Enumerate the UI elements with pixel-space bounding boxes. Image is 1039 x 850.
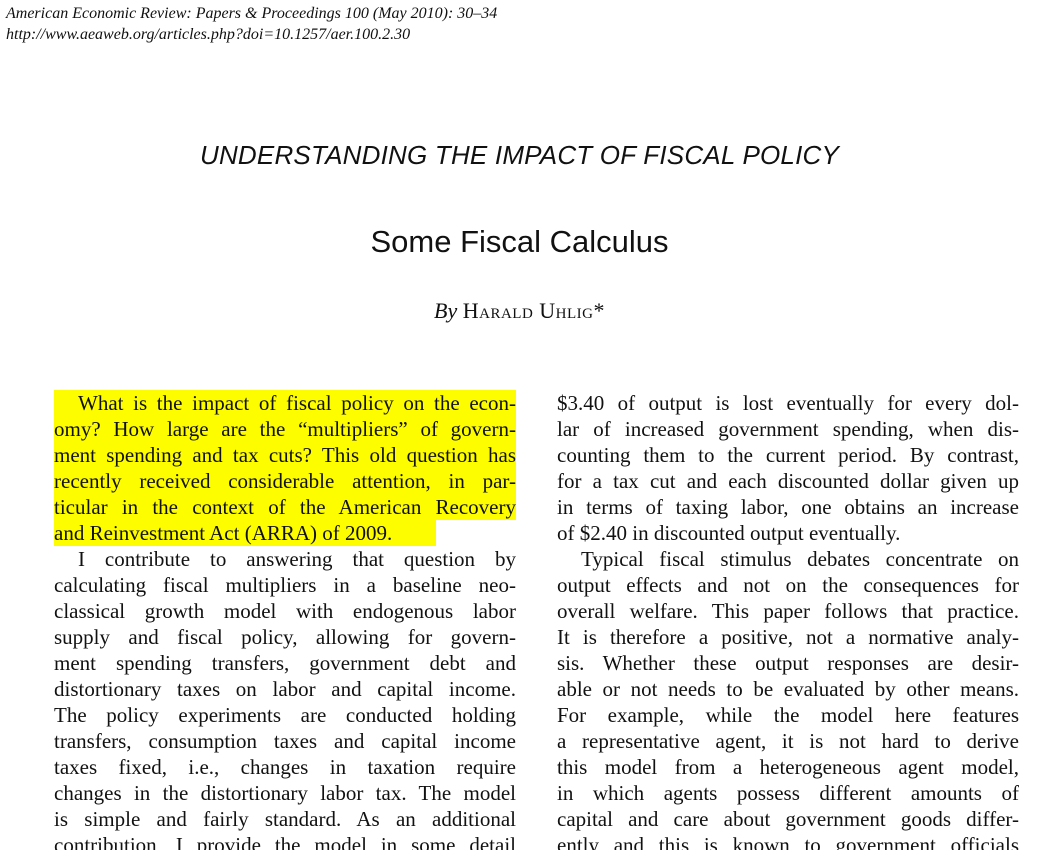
text-line: able or not needs to be evaluated by oth… [557,677,1019,701]
text-line: overall welfare. This paper follows that… [557,599,1019,623]
byline: By Harald Uhlig* [0,298,1039,324]
text-line: I contribute to answering that question … [78,547,516,571]
text-line: classical growth model with endogenous l… [54,599,516,623]
text-line: Typical fiscal stimulus debates concentr… [581,547,1019,571]
paper-title: Some Fiscal Calculus [370,224,669,259]
byline-by: By [434,298,458,323]
left-column: What is the impact of fiscal policy on t… [54,390,516,850]
text-line: this model from a heterogeneous agent mo… [557,755,1019,779]
text-line: The policy experiments are conducted hol… [54,703,516,727]
text-line: in which agents possess different amount… [557,781,1019,805]
highlighted-text-line[interactable]: ticular in the context of the American R… [54,494,516,520]
text-line: of $2.40 in discounted output eventually… [557,521,901,545]
text-line: sis. Whether these output responses are … [557,651,1019,675]
section-heading: UNDERSTANDING THE IMPACT OF FISCAL POLIC… [199,140,840,170]
text-line: distortionary taxes on labor and capital… [54,677,516,701]
text-line: lar of increased government spending, wh… [557,417,1019,441]
text-line: transfers, consumption taxes and capital… [54,729,516,753]
journal-citation: American Economic Review: Papers & Proce… [6,5,498,22]
text-line: a representative agent, it is not hard t… [557,729,1019,753]
text-line: output effects and not on the consequenc… [557,573,1019,597]
author-name: Harald Uhlig* [462,298,605,323]
text-line: $3.40 of output is lost eventually for e… [557,391,1019,415]
text-line: ment spending transfers, government debt… [54,651,516,675]
text-line: calculating fiscal multipliers in a base… [54,573,516,597]
text-line: It is therefore a positive, not a normat… [557,625,1019,649]
highlighted-text-line[interactable]: What is the impact of fiscal policy on t… [54,390,516,416]
text-line: counting them to the current period. By … [557,443,1019,467]
text-line: taxes fixed, i.e., changes in taxation r… [54,755,516,779]
doi-url[interactable]: http://www.aeaweb.org/articles.php?doi=1… [6,26,411,43]
highlighted-text-line[interactable]: recently received considerable attention… [54,468,516,494]
text-line: in terms of taxing labor, one obtains an… [557,495,1019,519]
text-line: capital and care about government goods … [557,807,1019,831]
text-line: for a tax cut and each discounted dollar… [557,469,1019,493]
text-line: contribution, I provide the model in som… [54,833,516,850]
text-line: changes in the distortionary labor tax. … [54,781,516,805]
right-column: $3.40 of output is lost eventually for e… [557,390,1019,850]
text-line: For example, while the model here featur… [557,703,1019,727]
highlighted-text-line[interactable]: and Reinvestment Act (ARRA) of 2009. [54,520,436,546]
highlighted-text-line[interactable]: ment spending and tax cuts? This old que… [54,442,516,468]
text-line: ently and this is known to government of… [557,833,1019,850]
highlighted-text-line[interactable]: omy? How large are the “multipliers” of … [54,416,516,442]
text-line: supply and fiscal policy, allowing for g… [54,625,516,649]
text-line: is simple and fairly standard. As an add… [54,807,516,831]
